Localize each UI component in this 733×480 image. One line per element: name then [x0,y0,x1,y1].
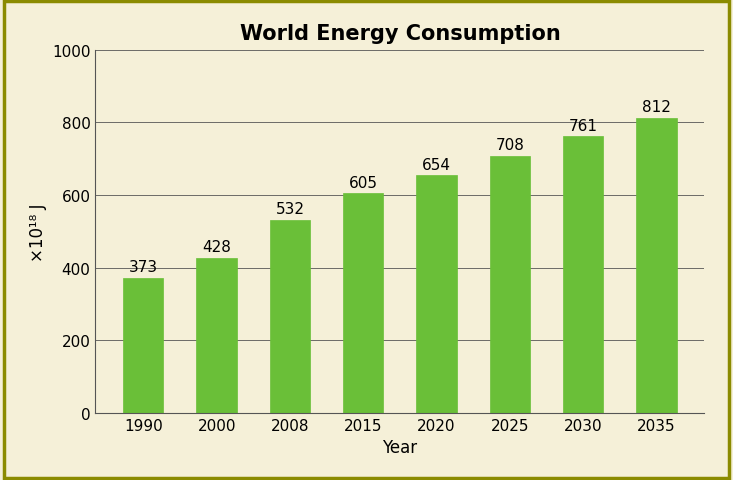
Bar [196,258,237,413]
Bar [123,278,163,413]
Bar [490,156,530,413]
Text: 812: 812 [642,100,671,115]
Text: 605: 605 [349,175,377,190]
Title: World Energy Consumption: World Energy Consumption [240,24,560,43]
Text: 708: 708 [496,138,524,153]
Text: 532: 532 [276,202,304,216]
Text: 373: 373 [129,259,158,274]
Text: 654: 654 [422,157,451,172]
Bar [416,176,457,413]
Bar [343,194,383,413]
Bar [270,220,310,413]
Text: 428: 428 [202,240,231,254]
Text: 761: 761 [569,119,598,133]
X-axis label: Year: Year [383,439,418,456]
Y-axis label: ×10¹⁸ J: ×10¹⁸ J [29,203,47,261]
Bar [636,119,677,413]
Bar [563,137,603,413]
